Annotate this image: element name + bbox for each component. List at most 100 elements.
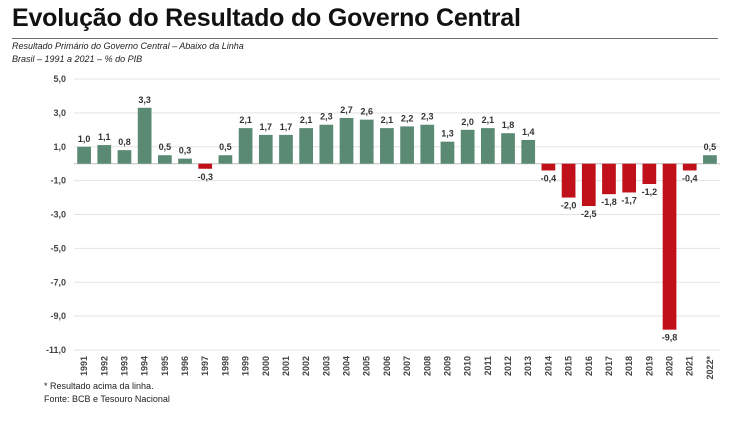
y-tick-label: -3,0 <box>50 210 66 220</box>
value-label: 2,3 <box>421 112 434 122</box>
bar-2015 <box>561 163 576 198</box>
footnote: * Resultado acima da linha. <box>44 381 154 391</box>
value-label: 0,8 <box>118 137 131 147</box>
bar-1991 <box>77 146 91 164</box>
value-label: -1,8 <box>601 197 617 207</box>
value-label: 0,5 <box>219 142 232 152</box>
y-tick-label: 1,0 <box>53 142 66 152</box>
x-tick-label: 2006 <box>382 356 392 376</box>
source-note: Fonte: BCB e Tesouro Nacional <box>44 394 170 404</box>
bar-2021 <box>682 163 697 171</box>
x-tick-label: 2008 <box>422 356 432 376</box>
bar-2000 <box>258 134 273 164</box>
x-tick-label: 1995 <box>160 356 170 376</box>
y-tick-label: -9,0 <box>50 311 66 321</box>
x-tick-label: 2013 <box>523 356 533 376</box>
y-axis: 5,0 3,0 1,0 -1,0 -3,0 -5,0 -7,0 -9,0 -11,0 <box>46 74 66 355</box>
value-label: 1,7 <box>260 122 273 132</box>
x-tick-label: 1997 <box>200 356 210 376</box>
x-tick-label: 2012 <box>503 356 513 376</box>
x-tick-label: 2017 <box>604 356 614 376</box>
bar-2013 <box>521 139 536 164</box>
x-axis: 1991 1992 1993 1994 1995 1996 1997 1998 1999 2000… <box>79 356 715 380</box>
value-label: 2,1 <box>239 115 252 125</box>
value-label: 0,5 <box>159 142 172 152</box>
value-label: 2,2 <box>401 113 414 123</box>
value-label: 1,7 <box>280 122 293 132</box>
x-tick-label: 1993 <box>119 356 129 376</box>
x-tick-label: 1998 <box>220 356 230 376</box>
value-label: 2,7 <box>340 105 353 115</box>
x-tick-label: 2001 <box>281 356 291 376</box>
bar-2018 <box>622 163 637 193</box>
x-tick-label: 2007 <box>402 356 412 376</box>
bar-2019 <box>642 163 657 185</box>
x-tick-label: 2021 <box>685 356 695 376</box>
y-tick-label: 5,0 <box>53 74 66 84</box>
value-label: -0,4 <box>541 173 557 183</box>
value-label: -2,5 <box>581 209 597 219</box>
value-label: -0,3 <box>197 172 213 182</box>
x-tick-label: 2014 <box>543 356 553 376</box>
bar-2020 <box>662 163 677 330</box>
bar-2017 <box>602 163 616 195</box>
bar-2007 <box>400 126 414 164</box>
value-label: 0,3 <box>179 146 192 156</box>
x-tick-label: 2019 <box>644 356 654 376</box>
y-tick-label: -1,0 <box>50 176 66 186</box>
value-label: 2,0 <box>461 117 474 127</box>
chart-subtitle: Resultado Primário do Governo Central – … <box>12 41 244 51</box>
bar-1995 <box>157 155 172 164</box>
bar-2006 <box>380 128 394 164</box>
x-tick-label: 1994 <box>140 356 150 376</box>
x-tick-label: 2000 <box>261 356 271 376</box>
x-tick-label: 2018 <box>624 356 634 376</box>
bar-1994 <box>137 107 152 164</box>
x-tick-label: 2010 <box>463 356 473 376</box>
bar-2003 <box>319 124 334 164</box>
bar-2022 <box>703 155 717 164</box>
bar-1993 <box>117 150 132 164</box>
value-label: 1,1 <box>98 132 111 142</box>
title-divider <box>12 38 718 39</box>
bar-2002 <box>299 128 314 164</box>
page-title: Evolução do Resultado do Governo Central <box>12 4 521 32</box>
bar-2011 <box>480 128 495 164</box>
x-tick-label: 2003 <box>321 356 331 376</box>
value-label: 1,8 <box>502 120 515 130</box>
bar-2012 <box>501 133 515 164</box>
value-label: 2,1 <box>381 115 394 125</box>
x-tick-label: 2004 <box>342 356 352 376</box>
x-tick-label: 2002 <box>301 356 311 376</box>
x-tick-label: 1992 <box>99 356 109 376</box>
x-tick-label: 2015 <box>564 356 574 376</box>
value-label: 2,6 <box>360 107 373 117</box>
x-tick-label: 2009 <box>442 356 452 376</box>
value-label: 3,3 <box>138 95 151 105</box>
value-label: 2,3 <box>320 112 333 122</box>
bar-2005 <box>359 119 374 164</box>
value-labels: 1,0 1,1 0,8 3,3 0,5 0,3 -0,3 0,5 2,1 1,7 1,7 2,1 2,3… <box>78 95 716 343</box>
value-label: 0,5 <box>704 142 717 152</box>
value-label: 1,4 <box>522 127 535 137</box>
x-tick-label: 2016 <box>584 356 594 376</box>
x-tick-label: 2011 <box>483 356 493 376</box>
x-tick-label: 2022* <box>705 356 715 380</box>
value-label: 2,1 <box>482 115 495 125</box>
value-label: 1,0 <box>78 134 91 144</box>
value-label: -2,0 <box>561 201 577 211</box>
y-tick-label: -5,0 <box>50 243 66 253</box>
bar-2008 <box>420 124 435 164</box>
bar-1996 <box>178 158 192 164</box>
value-label: 2,1 <box>300 115 313 125</box>
bar-1999 <box>238 128 253 164</box>
bar-2001 <box>279 134 293 164</box>
x-tick-label: 2005 <box>362 356 372 376</box>
bar-2004 <box>339 117 354 164</box>
x-tick-label: 1996 <box>180 356 190 376</box>
value-label: -0,4 <box>682 173 698 183</box>
bar-2010 <box>460 129 475 164</box>
bar-2016 <box>581 163 596 207</box>
y-tick-label: -11,0 <box>46 345 66 355</box>
